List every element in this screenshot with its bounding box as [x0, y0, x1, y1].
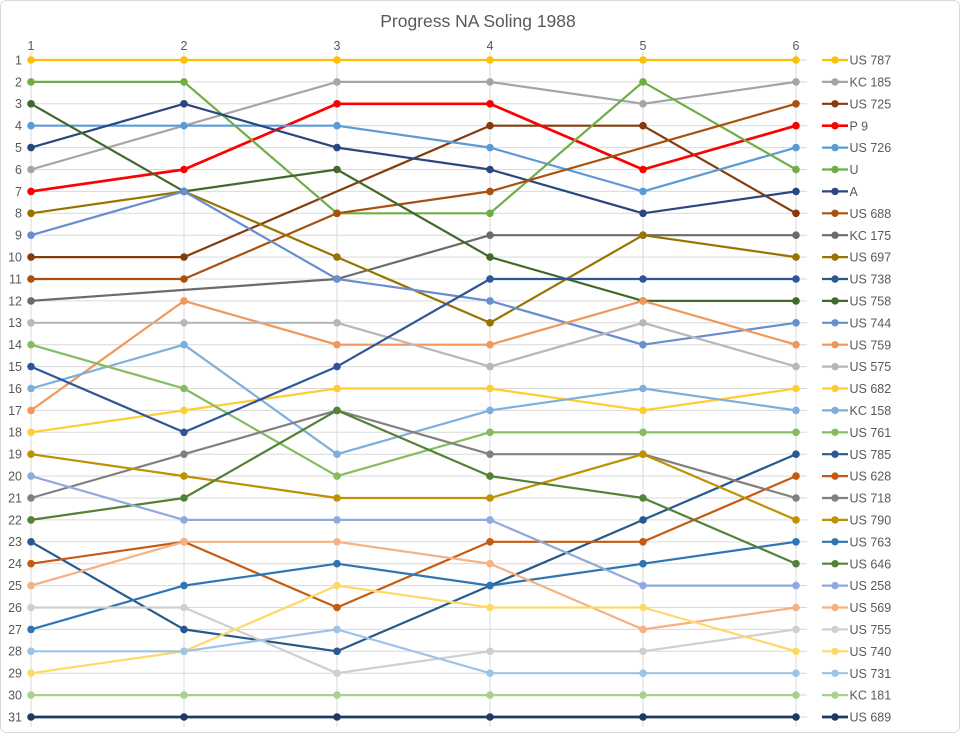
svg-text:4: 4 [487, 39, 494, 53]
svg-text:US 725: US 725 [850, 97, 892, 111]
svg-text:5: 5 [15, 141, 22, 155]
svg-text:KC 185: KC 185 [850, 76, 892, 90]
svg-text:28: 28 [8, 645, 22, 659]
svg-text:US 738: US 738 [850, 273, 892, 287]
svg-text:10: 10 [8, 251, 22, 265]
svg-text:11: 11 [9, 272, 22, 286]
svg-text:5: 5 [640, 39, 647, 53]
svg-text:US 569: US 569 [850, 601, 892, 615]
svg-text:US 628: US 628 [850, 470, 892, 484]
svg-text:19: 19 [8, 448, 22, 462]
svg-text:US 758: US 758 [850, 295, 892, 309]
svg-text:6: 6 [793, 39, 800, 53]
svg-text:US 763: US 763 [850, 535, 892, 549]
svg-text:15: 15 [8, 360, 22, 374]
svg-text:US 688: US 688 [850, 207, 892, 221]
svg-text:27: 27 [8, 623, 22, 637]
svg-text:US 646: US 646 [850, 557, 892, 571]
svg-text:18: 18 [8, 426, 22, 440]
svg-text:US 759: US 759 [850, 338, 892, 352]
svg-text:30: 30 [8, 689, 22, 703]
svg-text:3: 3 [15, 97, 22, 111]
svg-text:US 718: US 718 [850, 492, 892, 506]
svg-text:2: 2 [181, 39, 188, 53]
svg-text:12: 12 [8, 294, 22, 308]
svg-text:KC 181: KC 181 [850, 689, 892, 703]
svg-text:US 731: US 731 [850, 667, 892, 681]
svg-text:US 761: US 761 [850, 426, 892, 440]
svg-text:24: 24 [8, 557, 22, 571]
svg-text:3: 3 [334, 39, 341, 53]
svg-text:6: 6 [15, 163, 22, 177]
svg-text:16: 16 [8, 382, 22, 396]
svg-text:US 755: US 755 [850, 623, 892, 637]
svg-text:13: 13 [8, 316, 22, 330]
svg-text:9: 9 [15, 229, 22, 243]
svg-text:17: 17 [8, 404, 22, 418]
svg-text:4: 4 [15, 119, 22, 133]
svg-text:1: 1 [28, 39, 35, 53]
svg-text:A: A [850, 185, 859, 199]
svg-text:US 258: US 258 [850, 579, 892, 593]
svg-text:8: 8 [15, 207, 22, 221]
svg-text:US 726: US 726 [850, 141, 892, 155]
svg-text:7: 7 [15, 185, 22, 199]
svg-text:P 9: P 9 [850, 119, 869, 133]
svg-text:US 787: US 787 [850, 54, 892, 68]
svg-text:KC 158: KC 158 [850, 404, 892, 418]
svg-text:US 790: US 790 [850, 514, 892, 528]
svg-text:US 697: US 697 [850, 251, 892, 265]
svg-text:US 689: US 689 [850, 711, 892, 725]
svg-text:26: 26 [8, 601, 22, 615]
svg-text:25: 25 [8, 579, 22, 593]
svg-text:Progress NA Soling 1988: Progress NA Soling 1988 [380, 11, 576, 31]
svg-text:14: 14 [8, 338, 22, 352]
svg-text:20: 20 [8, 470, 22, 484]
svg-text:29: 29 [8, 667, 22, 681]
svg-text:U: U [850, 163, 859, 177]
svg-text:US 785: US 785 [850, 448, 892, 462]
svg-text:US 744: US 744 [850, 316, 892, 330]
svg-text:22: 22 [8, 513, 22, 527]
svg-text:21: 21 [8, 491, 22, 505]
svg-text:1: 1 [15, 53, 22, 67]
svg-text:2: 2 [15, 75, 22, 89]
svg-text:US 575: US 575 [850, 360, 892, 374]
svg-text:23: 23 [8, 535, 22, 549]
svg-text:KC 175: KC 175 [850, 229, 892, 243]
svg-text:US 740: US 740 [850, 645, 892, 659]
svg-text:US 682: US 682 [850, 382, 892, 396]
svg-text:31: 31 [8, 710, 22, 724]
